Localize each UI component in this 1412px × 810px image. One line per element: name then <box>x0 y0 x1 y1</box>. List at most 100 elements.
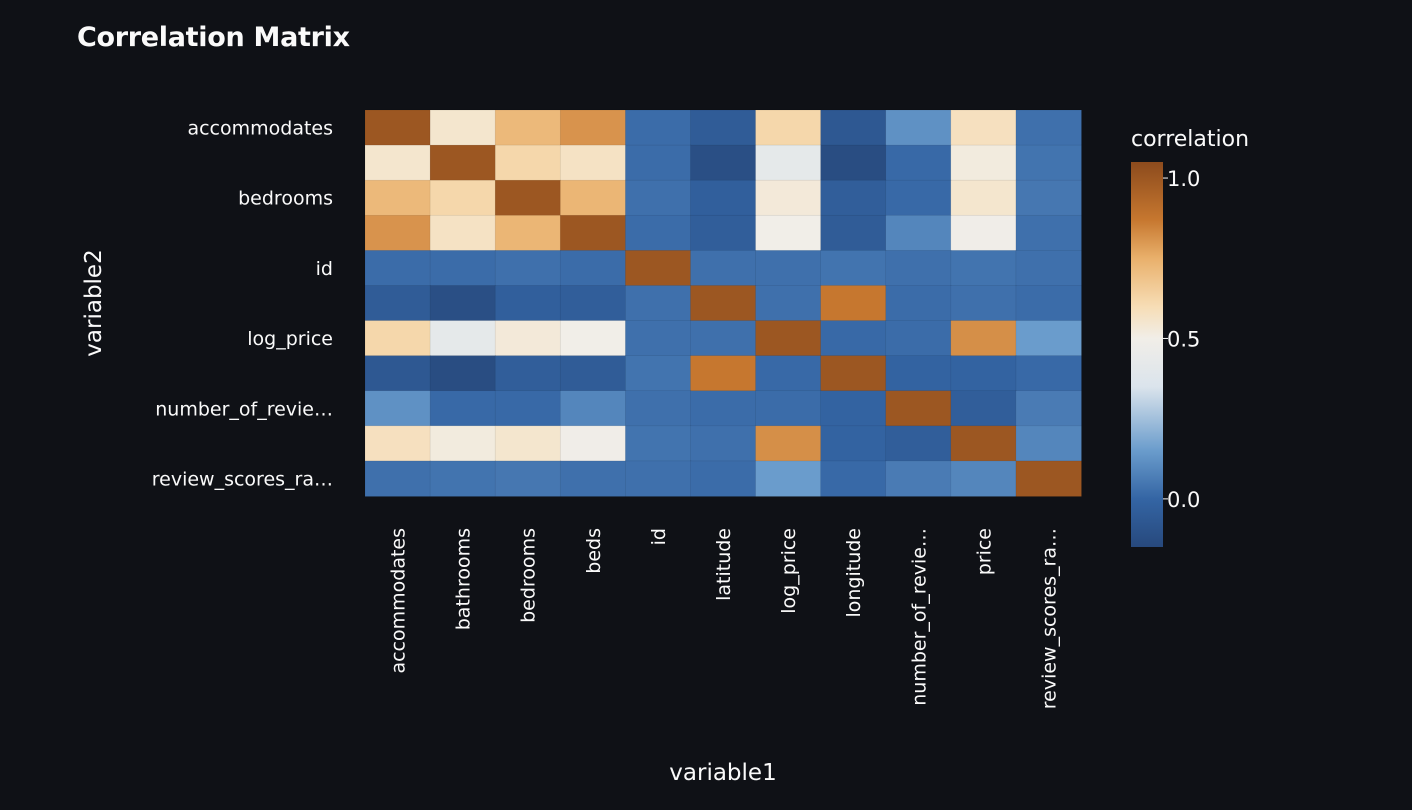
heatmap-cell[interactable] <box>364 109 431 146</box>
heatmap-cell[interactable] <box>429 285 496 322</box>
heatmap-cell[interactable] <box>429 460 496 497</box>
heatmap-cell[interactable] <box>820 355 887 392</box>
heatmap-cell[interactable] <box>494 179 562 217</box>
heatmap-cell[interactable] <box>950 109 1017 146</box>
heatmap-cell[interactable] <box>364 179 431 217</box>
heatmap-cell[interactable] <box>364 355 431 392</box>
heatmap-cell[interactable] <box>820 179 887 217</box>
heatmap-cell[interactable] <box>885 390 952 427</box>
heatmap-cell[interactable] <box>820 390 887 427</box>
heatmap-cell[interactable] <box>820 460 887 497</box>
heatmap-cell[interactable] <box>885 250 952 287</box>
heatmap-cell[interactable] <box>364 425 431 462</box>
heatmap-cell[interactable] <box>820 109 887 146</box>
heatmap-cell[interactable] <box>559 109 627 146</box>
heatmap-cell[interactable] <box>690 214 757 252</box>
heatmap-cell[interactable] <box>494 285 562 322</box>
heatmap-cell[interactable] <box>755 250 822 287</box>
heatmap-cell[interactable] <box>1015 214 1082 252</box>
heatmap-cell[interactable] <box>364 460 431 497</box>
heatmap-cell[interactable] <box>1015 109 1082 146</box>
heatmap-cell[interactable] <box>625 285 692 322</box>
heatmap-cell[interactable] <box>494 144 562 181</box>
heatmap-cell[interactable] <box>820 285 887 322</box>
heatmap-cell[interactable] <box>885 460 952 497</box>
heatmap-cell[interactable] <box>429 320 496 357</box>
heatmap-cell[interactable] <box>1015 179 1082 217</box>
heatmap-cell[interactable] <box>950 179 1017 217</box>
heatmap-cell[interactable] <box>494 250 562 287</box>
heatmap-cell[interactable] <box>429 144 496 181</box>
heatmap-cell[interactable] <box>885 109 952 146</box>
heatmap-cell[interactable] <box>1015 390 1082 427</box>
heatmap-cell[interactable] <box>559 214 627 252</box>
heatmap-cell[interactable] <box>364 144 431 181</box>
heatmap-cell[interactable] <box>885 355 952 392</box>
heatmap-cell[interactable] <box>364 320 431 357</box>
heatmap-cell[interactable] <box>690 179 757 217</box>
heatmap-cell[interactable] <box>625 460 692 497</box>
heatmap-cell[interactable] <box>755 285 822 322</box>
heatmap-cell[interactable] <box>625 390 692 427</box>
heatmap-cell[interactable] <box>494 460 562 497</box>
heatmap-cell[interactable] <box>950 144 1017 181</box>
heatmap-cell[interactable] <box>885 214 952 252</box>
heatmap-cell[interactable] <box>1015 320 1082 357</box>
heatmap-cell[interactable] <box>494 425 562 462</box>
heatmap-cell[interactable] <box>885 285 952 322</box>
heatmap-cell[interactable] <box>429 250 496 287</box>
heatmap-cell[interactable] <box>559 425 627 462</box>
heatmap-cell[interactable] <box>755 425 822 462</box>
heatmap-cell[interactable] <box>690 425 757 462</box>
heatmap-cell[interactable] <box>364 285 431 322</box>
heatmap-cell[interactable] <box>625 214 692 252</box>
heatmap-cell[interactable] <box>690 460 757 497</box>
heatmap-cell[interactable] <box>950 390 1017 427</box>
heatmap-cell[interactable] <box>429 390 496 427</box>
heatmap-cell[interactable] <box>950 425 1017 462</box>
heatmap-cell[interactable] <box>1015 250 1082 287</box>
heatmap-cell[interactable] <box>755 214 822 252</box>
heatmap-cell[interactable] <box>820 250 887 287</box>
heatmap-cell[interactable] <box>559 179 627 217</box>
heatmap-cell[interactable] <box>690 320 757 357</box>
heatmap-cell[interactable] <box>690 144 757 181</box>
heatmap-cell[interactable] <box>885 179 952 217</box>
heatmap-cell[interactable] <box>559 390 627 427</box>
heatmap-cell[interactable] <box>429 214 496 252</box>
heatmap-cell[interactable] <box>364 214 431 252</box>
heatmap-cell[interactable] <box>950 285 1017 322</box>
heatmap-cell[interactable] <box>625 250 692 287</box>
heatmap-cell[interactable] <box>885 425 952 462</box>
heatmap-cell[interactable] <box>1015 355 1082 392</box>
heatmap-cell[interactable] <box>494 390 562 427</box>
heatmap-cell[interactable] <box>690 109 757 146</box>
heatmap-cell[interactable] <box>755 460 822 497</box>
heatmap-cell[interactable] <box>1015 425 1082 462</box>
heatmap-cell[interactable] <box>690 285 757 322</box>
heatmap-cell[interactable] <box>559 250 627 287</box>
heatmap-cell[interactable] <box>559 320 627 357</box>
heatmap-cell[interactable] <box>559 285 627 322</box>
heatmap-cell[interactable] <box>820 144 887 181</box>
heatmap-cell[interactable] <box>364 250 431 287</box>
heatmap-cell[interactable] <box>950 460 1017 497</box>
heatmap-cell[interactable] <box>494 355 562 392</box>
heatmap-cell[interactable] <box>1015 285 1082 322</box>
heatmap-cell[interactable] <box>625 425 692 462</box>
heatmap-cell[interactable] <box>429 355 496 392</box>
heatmap-cell[interactable] <box>755 109 822 146</box>
heatmap-cell[interactable] <box>885 320 952 357</box>
heatmap-cell[interactable] <box>820 214 887 252</box>
heatmap-cell[interactable] <box>625 179 692 217</box>
heatmap-cell[interactable] <box>755 390 822 427</box>
heatmap-cell[interactable] <box>625 109 692 146</box>
heatmap-cell[interactable] <box>885 144 952 181</box>
heatmap-cell[interactable] <box>429 425 496 462</box>
heatmap-cell[interactable] <box>950 214 1017 252</box>
heatmap-cell[interactable] <box>559 460 627 497</box>
heatmap-cell[interactable] <box>559 355 627 392</box>
heatmap-cell[interactable] <box>625 320 692 357</box>
heatmap-cell[interactable] <box>625 355 692 392</box>
